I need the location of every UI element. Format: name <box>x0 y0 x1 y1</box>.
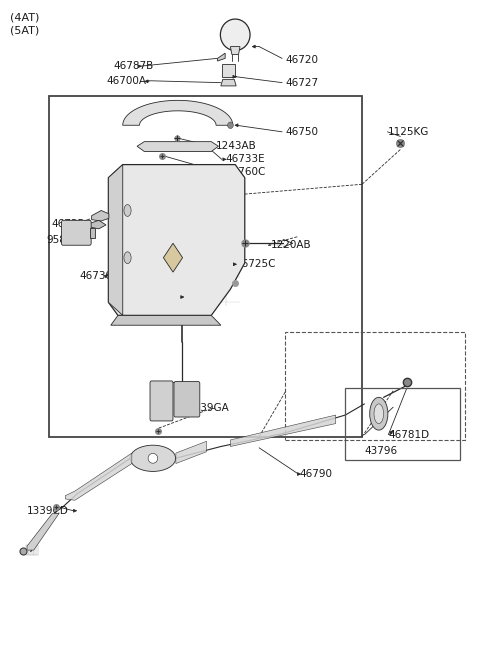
Ellipse shape <box>124 204 131 216</box>
Polygon shape <box>217 53 225 61</box>
Text: 46790: 46790 <box>300 469 333 479</box>
Text: 1339GA: 1339GA <box>187 403 229 413</box>
Polygon shape <box>230 47 240 55</box>
Ellipse shape <box>130 445 176 472</box>
Polygon shape <box>108 165 123 315</box>
Text: 1220AB: 1220AB <box>271 240 312 250</box>
Text: 46725C: 46725C <box>235 260 276 269</box>
Ellipse shape <box>148 453 157 463</box>
Ellipse shape <box>228 122 233 129</box>
Bar <box>345 388 460 460</box>
Text: 95840: 95840 <box>46 235 79 245</box>
Text: 46760C: 46760C <box>226 168 266 177</box>
Ellipse shape <box>124 252 131 263</box>
Text: 46735: 46735 <box>51 219 84 229</box>
Polygon shape <box>222 64 235 77</box>
Polygon shape <box>27 513 59 550</box>
FancyBboxPatch shape <box>61 220 91 245</box>
Text: (5AT): (5AT) <box>10 25 39 35</box>
Polygon shape <box>123 101 233 125</box>
Text: 46720: 46720 <box>286 55 318 64</box>
FancyBboxPatch shape <box>174 382 200 417</box>
Text: 1243AB: 1243AB <box>216 141 257 151</box>
Polygon shape <box>176 442 206 464</box>
Text: 46730: 46730 <box>80 271 113 281</box>
Text: 46733E: 46733E <box>226 154 265 164</box>
Polygon shape <box>92 210 109 221</box>
Ellipse shape <box>374 404 384 424</box>
Text: (4AT): (4AT) <box>10 12 40 22</box>
Polygon shape <box>230 415 336 447</box>
Ellipse shape <box>370 397 388 430</box>
Text: 46781D: 46781D <box>388 430 430 440</box>
FancyBboxPatch shape <box>90 227 96 238</box>
Polygon shape <box>108 165 245 315</box>
FancyBboxPatch shape <box>150 381 173 421</box>
Text: 46727: 46727 <box>286 78 319 87</box>
Polygon shape <box>89 220 106 229</box>
Polygon shape <box>163 243 182 272</box>
Text: 43720: 43720 <box>182 292 216 302</box>
Bar <box>48 96 362 437</box>
Text: 46700A: 46700A <box>106 76 146 85</box>
Polygon shape <box>137 142 218 152</box>
Text: 46787B: 46787B <box>113 61 154 71</box>
Polygon shape <box>65 453 132 500</box>
Polygon shape <box>111 315 221 325</box>
Text: 1125KG: 1125KG <box>387 127 429 137</box>
Bar <box>286 332 465 440</box>
Text: 43796: 43796 <box>364 446 397 456</box>
Polygon shape <box>221 79 236 86</box>
Text: 1339CD: 1339CD <box>27 506 69 516</box>
Ellipse shape <box>220 19 250 51</box>
Text: 46750: 46750 <box>286 127 318 137</box>
